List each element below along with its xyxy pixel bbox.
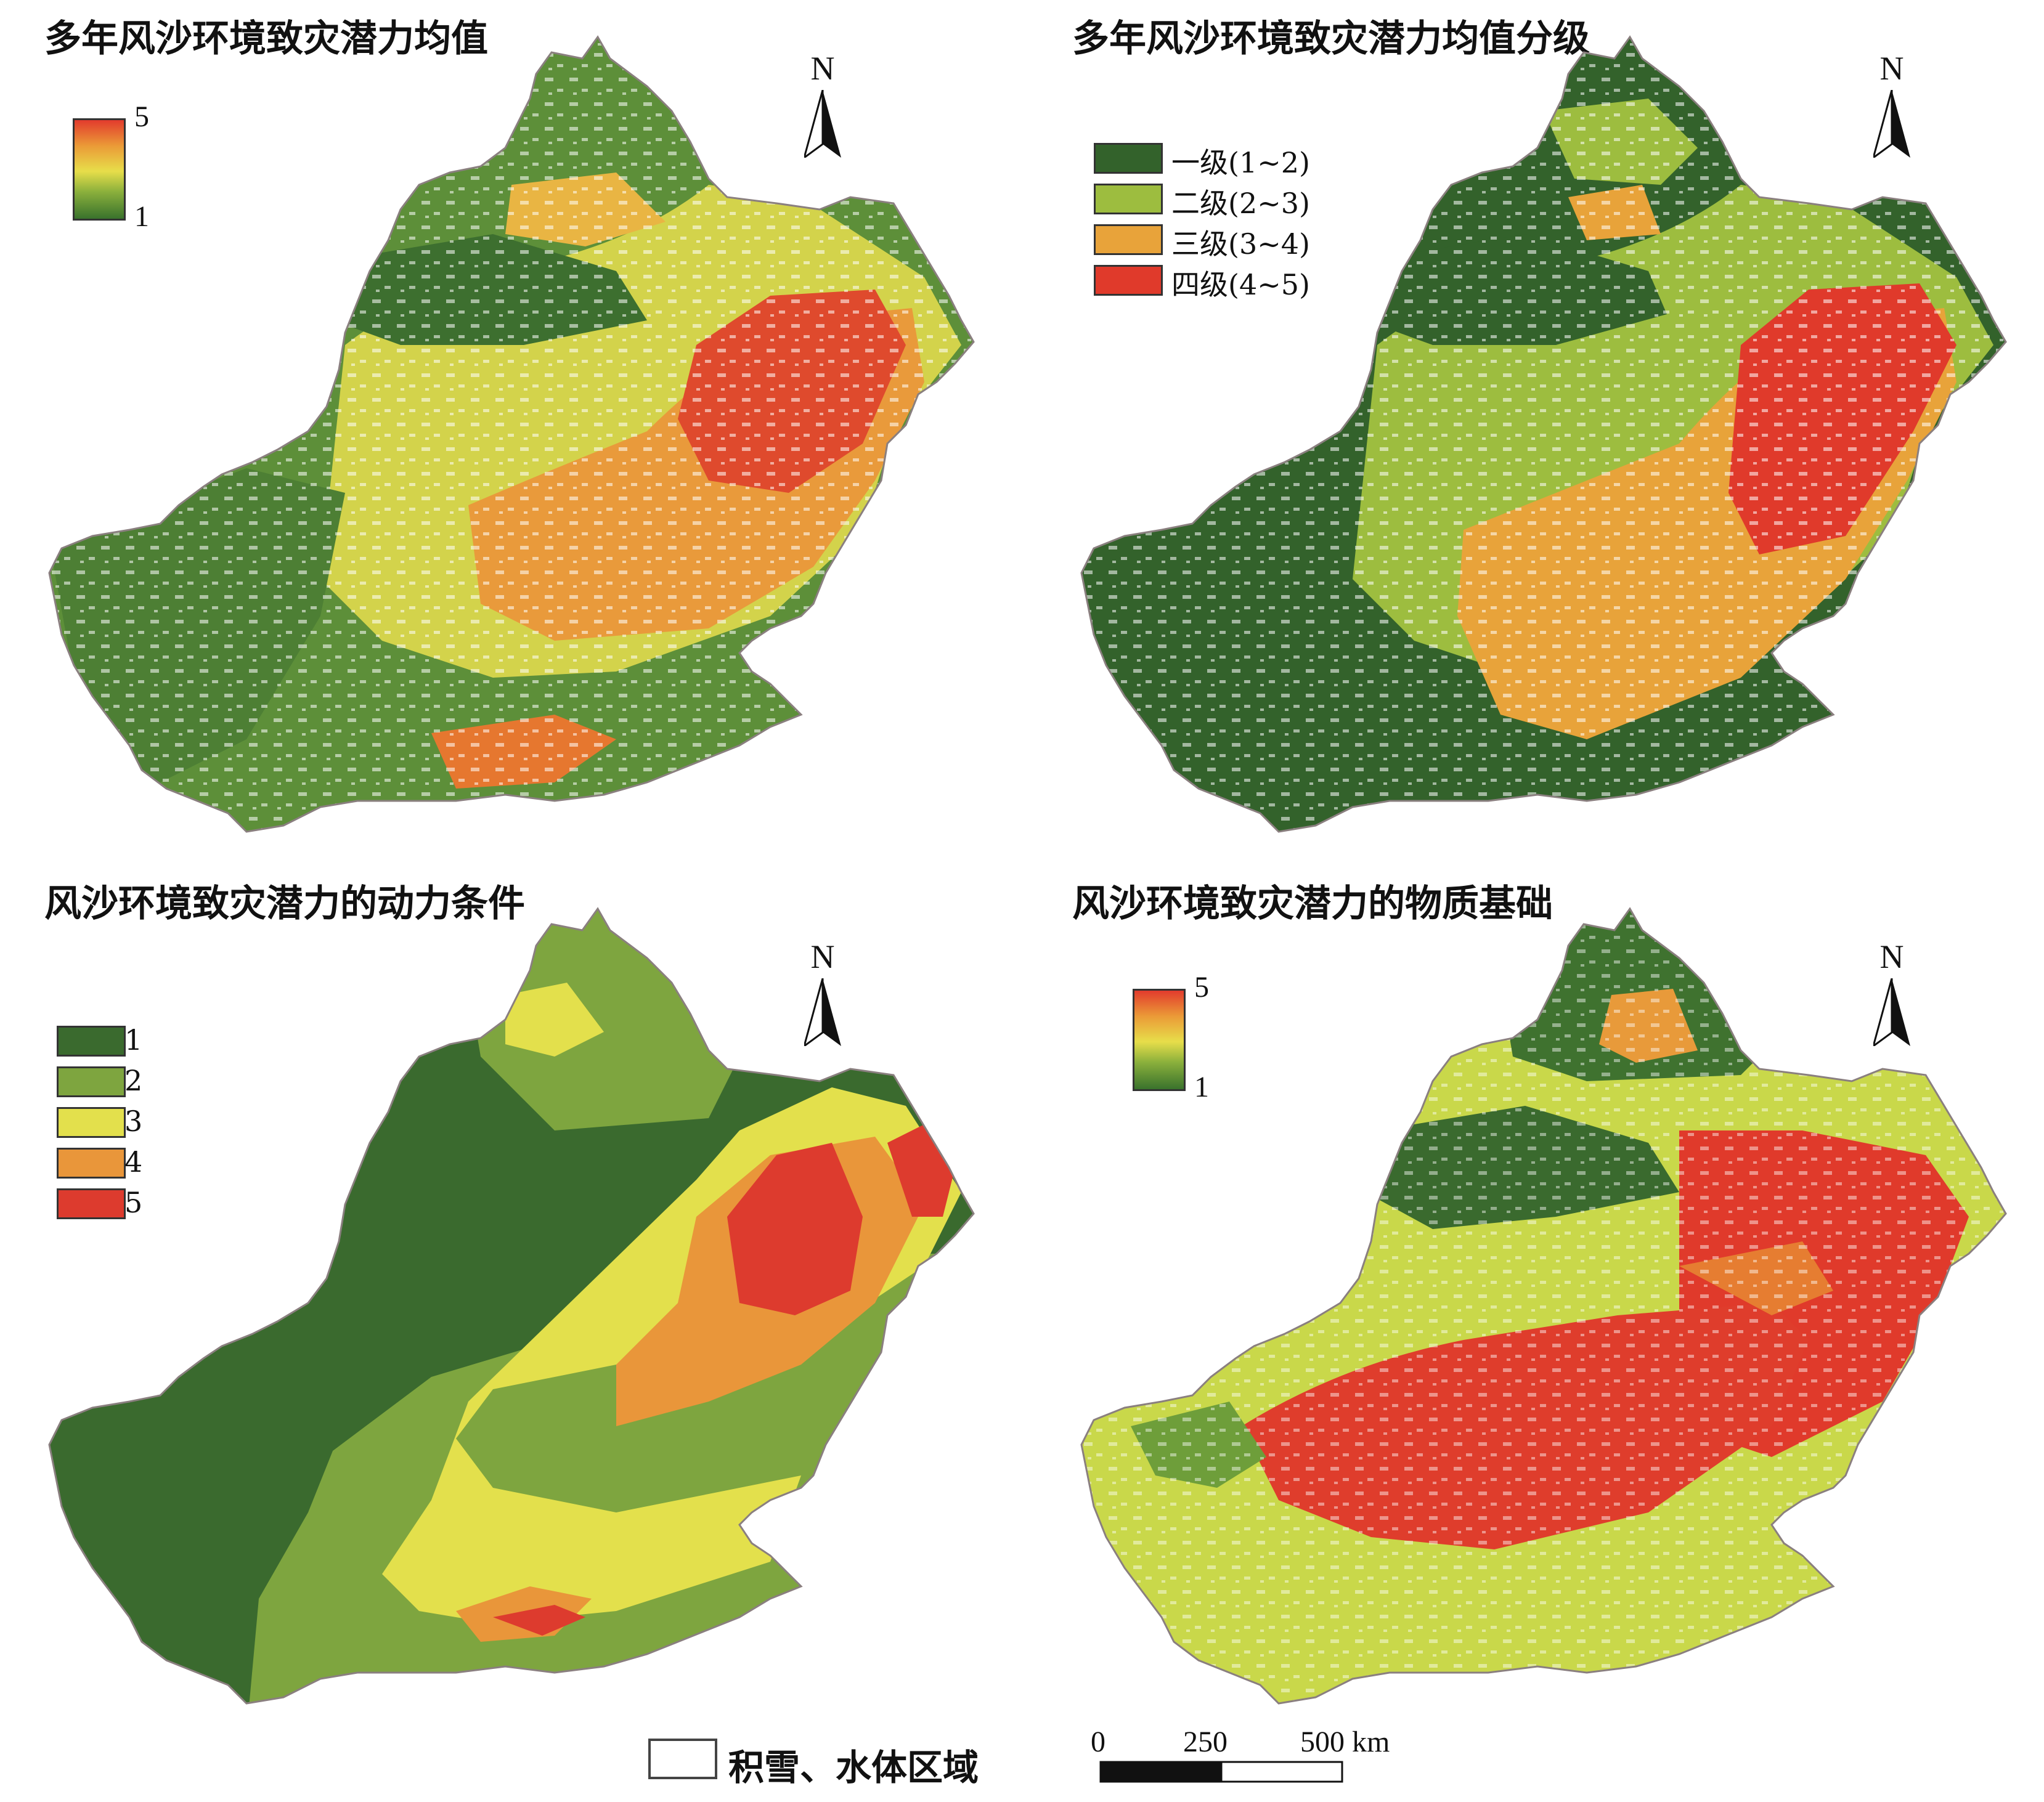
legend-max: 5	[1194, 971, 1209, 1004]
gradient-bar	[1133, 989, 1186, 1091]
panel4-title: 风沙环境致灾潜力的物质基础	[1072, 882, 1553, 925]
north-letter: N	[1879, 50, 1904, 87]
legend-swatch	[1094, 224, 1163, 255]
panel4-north-arrow: N	[1867, 938, 1916, 1061]
north-letter: N	[810, 938, 835, 975]
north-arrow-icon	[1873, 90, 1910, 158]
north-arrow-icon	[804, 90, 841, 158]
legend-swatch	[1094, 184, 1163, 214]
panel3-map	[48, 907, 975, 1705]
scale-tick-250: 250	[1183, 1726, 1228, 1758]
scale-bar-graphic	[1099, 1761, 1343, 1783]
panel2-north-arrow: N	[1867, 49, 1916, 172]
panel2-title: 多年风沙环境致灾潜力均值分级	[1072, 17, 1590, 60]
panel1-map	[48, 36, 975, 833]
snow-water-swatch	[648, 1739, 717, 1779]
legend-label: 2	[124, 1064, 143, 1097]
panel4-map	[1080, 907, 2007, 1705]
legend-max: 5	[134, 100, 149, 133]
panel1-title: 多年风沙环境致灾潜力均值	[44, 17, 488, 60]
legend-swatch	[1094, 143, 1163, 174]
legend-label: 四级(4~5)	[1171, 268, 1310, 301]
panel2-map	[1080, 36, 2007, 833]
legend-label: 4	[124, 1145, 143, 1179]
scale-bar: 0 250 500 km	[1091, 1725, 1390, 1787]
legend-swatch	[57, 1107, 126, 1138]
legend-swatch	[57, 1188, 126, 1219]
legend-label: 三级(3~4)	[1171, 227, 1310, 261]
north-letter: N	[810, 50, 835, 87]
legend-min: 1	[1194, 1071, 1209, 1103]
legend-label: 一级(1~2)	[1171, 146, 1310, 179]
legend-label: 3	[124, 1105, 143, 1138]
panel3-north-arrow: N	[798, 938, 847, 1061]
scale-tick-0: 0	[1091, 1726, 1105, 1758]
gradient-bar	[73, 118, 126, 221]
panel1-north-arrow: N	[798, 49, 847, 172]
legend-swatch	[1094, 265, 1163, 296]
snow-water-label: 积雪、水体区域	[728, 1747, 979, 1788]
north-letter: N	[1879, 938, 1904, 975]
legend-label: 5	[124, 1186, 143, 1219]
legend-label: 1	[124, 1023, 143, 1057]
legend-swatch	[57, 1148, 126, 1179]
scale-tick-500: 500 km	[1300, 1726, 1390, 1758]
legend-label: 二级(2~3)	[1171, 187, 1310, 220]
north-arrow-icon	[1873, 978, 1910, 1046]
north-arrow-icon	[804, 978, 841, 1046]
legend-swatch	[57, 1026, 126, 1057]
legend-min: 1	[134, 200, 149, 233]
legend-swatch	[57, 1066, 126, 1097]
panel3-title: 风沙环境致灾潜力的动力条件	[44, 882, 525, 925]
